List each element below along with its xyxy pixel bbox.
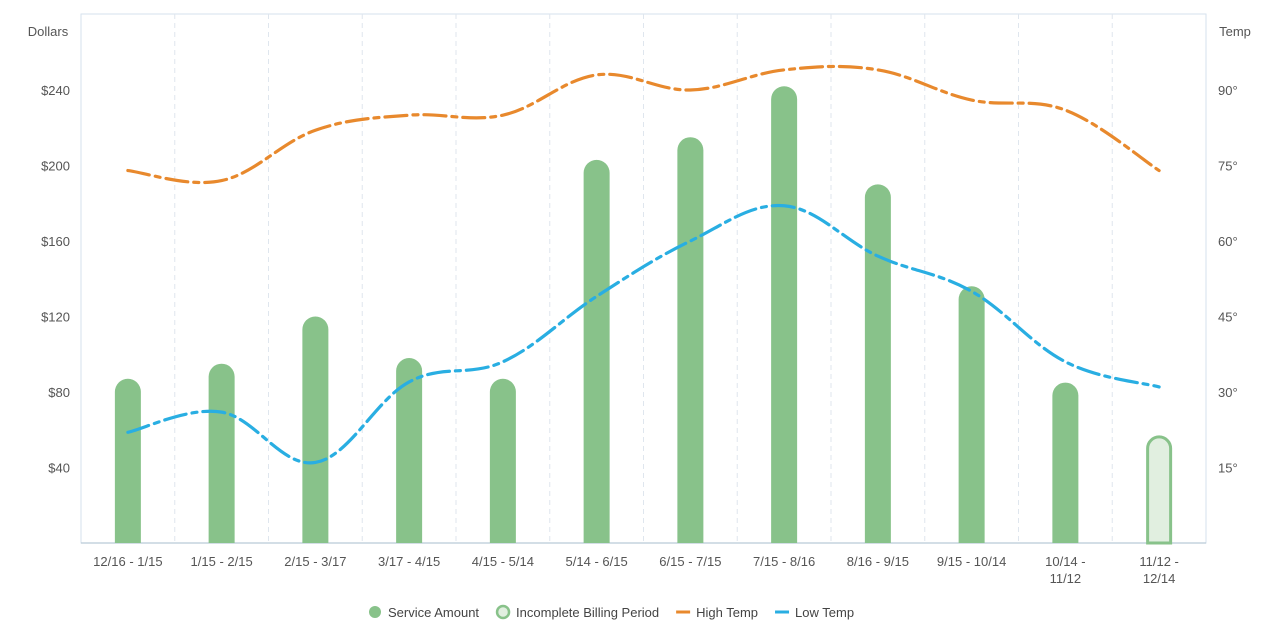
x-tick-label: 4/15 - 5/14 [472,554,534,569]
x-tick-label: 6/15 - 7/15 [659,554,721,569]
legend-service-amount-label: Service Amount [388,605,479,620]
x-tick-label: 1/15 - 2/15 [191,554,253,569]
axis-labels: Dollars Temp $40 $80 $120 $160 $200 $240 15° 30° 4… [28,24,1251,586]
bar-service-amount [208,363,235,543]
y2-tick-label: 60° [1218,234,1238,249]
y2-tick-label: 75° [1218,159,1238,174]
bar-service-amount [958,286,985,543]
y2-tick-label: 30° [1218,385,1238,400]
line-high-temp [126,64,1161,185]
x-tick-label: 12/14 [1143,571,1176,586]
y2-tick-label: 15° [1218,461,1238,476]
x-tick-label: 7/15 - 8/16 [753,554,815,569]
bar-service-amount [114,378,141,543]
bar-service-amount [583,159,610,543]
legend-service-amount-marker [369,606,381,618]
legend-high-temp-label: High Temp [696,605,758,620]
x-tick-label: 3/17 - 4/15 [378,554,440,569]
y-tick-label: $200 [41,159,70,174]
y-tick-label: $80 [48,385,70,400]
x-tick-label: 8/16 - 9/15 [847,554,909,569]
legend-incomplete-billing-period-label: Incomplete Billing Period [516,605,659,620]
y2-axis-title: Temp [1219,24,1251,39]
vertical-gridlines [174,14,1113,543]
y-axis-title: Dollars [28,24,69,39]
line-series [126,64,1161,465]
legend-low-temp-label: Low Temp [795,605,854,620]
y-tick-label: $40 [48,461,70,476]
x-tick-label: 2/15 - 3/17 [284,554,346,569]
y-tick-label: $120 [41,310,70,325]
bar-service-amount [396,358,423,543]
x-tick-label: 11/12 - [1139,554,1179,569]
x-tick-label: 10/14 - [1045,554,1085,569]
y-tick-label: $240 [41,83,70,98]
x-tick-label: 11/12 [1050,571,1082,586]
bar-service-amount [1052,382,1079,543]
bar-service-amount [302,316,329,543]
x-tick-label: 5/14 - 6/15 [566,554,628,569]
y2-tick-label: 90° [1218,83,1238,98]
bar-service-amount [864,184,891,543]
x-tick-label: 12/16 - 1/15 [93,554,162,569]
bar-service-amount [771,86,798,543]
bar-service-amount [489,378,516,543]
legend: Service Amount Incomplete Billing Period H… [369,604,854,620]
bar-series [114,86,1173,545]
line-low-temp [126,204,1161,465]
y2-tick-label: 45° [1218,310,1238,325]
bar-incomplete-billing-period [1146,435,1173,545]
y-tick-label: $160 [41,234,70,249]
x-tick-label: 9/15 - 10/14 [937,554,1006,569]
bar-service-amount [677,137,704,543]
legend-incomplete-billing-period-marker [495,604,511,620]
